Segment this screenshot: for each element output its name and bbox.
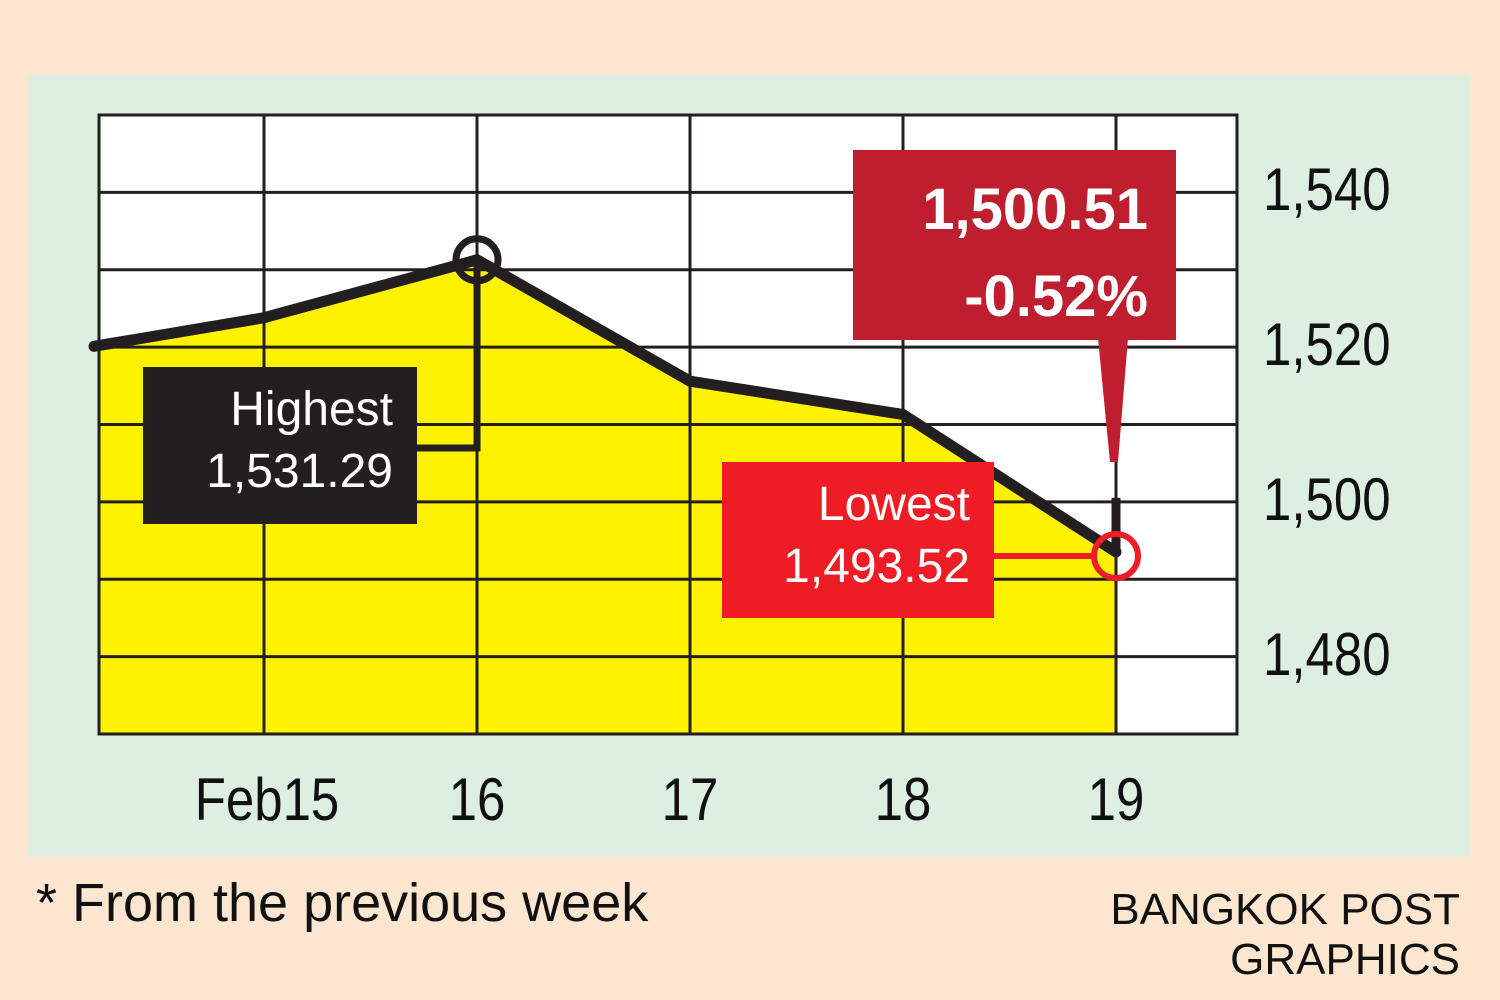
x-tick-label: 16 — [448, 766, 506, 833]
highest-callout: Highest 1,531.29 — [143, 367, 417, 524]
y-tick-label: 1,540 — [1263, 156, 1391, 224]
credit-line: BANGKOK POST GRAPHICS — [1110, 885, 1460, 984]
close-pointer — [1098, 338, 1128, 462]
close-value: 1,500.51 — [922, 177, 1148, 242]
lowest-label: Lowest — [817, 478, 970, 531]
lowest-value: 1,493.52 — [783, 540, 970, 594]
x-tick-label: Feb15 — [194, 766, 340, 833]
x-tick-label: 19 — [1087, 766, 1145, 833]
lowest-callout: Lowest 1,493.52 — [722, 462, 994, 618]
highest-value: 1,531.29 — [206, 445, 393, 499]
close-change: -0.52% — [964, 264, 1148, 329]
y-tick-label: 1,480 — [1263, 620, 1391, 688]
x-tick-label: 18 — [874, 766, 932, 833]
footnote: * From the previous week — [36, 873, 649, 933]
lowest-marker — [1091, 531, 1141, 582]
series-line — [88, 254, 1122, 558]
y-tick-label: 1,520 — [1263, 311, 1391, 379]
plot-frame — [97, 113, 1239, 736]
x-tick-label: 17 — [661, 766, 719, 833]
highest-connector — [417, 259, 481, 452]
close-callout: 1,500.51 -0.52% — [853, 150, 1176, 340]
y-tick-label: 1,500 — [1263, 465, 1391, 533]
highest-marker — [452, 235, 502, 285]
highest-label: Highest — [230, 383, 393, 436]
